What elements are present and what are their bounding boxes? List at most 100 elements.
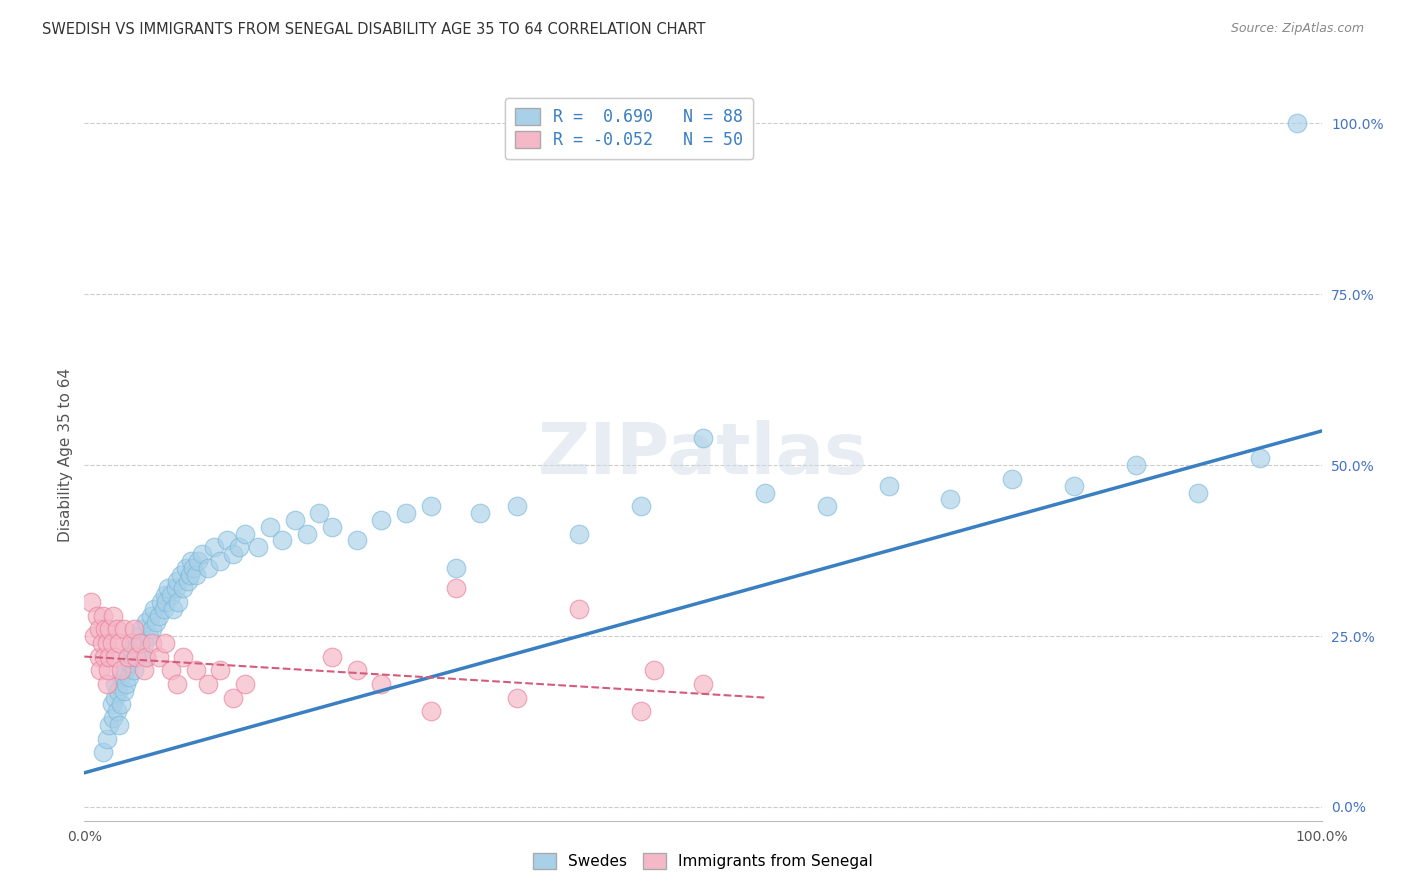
Point: [128, 629, 150, 643]
Point: [104, 677, 127, 691]
Point: [129, 622, 152, 636]
Point: [308, 506, 330, 520]
Point: [179, 567, 201, 582]
Point: [259, 519, 281, 533]
Point: [112, 622, 135, 636]
Point: [643, 663, 665, 677]
Point: [172, 581, 194, 595]
Point: [132, 663, 155, 677]
Point: [346, 533, 368, 548]
Point: [129, 642, 152, 657]
Point: [506, 499, 529, 513]
Point: [170, 567, 193, 582]
Point: [246, 540, 269, 554]
Point: [346, 663, 368, 677]
Point: [125, 649, 148, 664]
Point: [295, 526, 318, 541]
Point: [321, 519, 343, 533]
Point: [160, 588, 183, 602]
Point: [138, 629, 160, 643]
Point: [444, 560, 467, 574]
Point: [754, 485, 776, 500]
Point: [142, 601, 165, 615]
Point: [90, 636, 112, 650]
Point: [395, 506, 418, 520]
Point: [104, 649, 127, 664]
Point: [114, 663, 136, 677]
Point: [117, 649, 139, 664]
Point: [160, 663, 183, 677]
Point: [132, 636, 155, 650]
Point: [233, 526, 256, 541]
Point: [101, 608, 124, 623]
Point: [148, 608, 170, 623]
Point: [222, 690, 245, 705]
Point: [162, 601, 184, 615]
Point: [228, 540, 250, 554]
Point: [98, 622, 121, 636]
Point: [215, 533, 238, 548]
Point: [110, 670, 132, 684]
Point: [141, 622, 163, 636]
Point: [83, 629, 105, 643]
Point: [630, 704, 652, 718]
Point: [97, 663, 120, 677]
Point: [1285, 116, 1308, 130]
Point: [89, 649, 111, 664]
Point: [939, 492, 962, 507]
Legend: Swedes, Immigrants from Senegal: Swedes, Immigrants from Senegal: [527, 847, 879, 875]
Point: [152, 601, 174, 615]
Text: SWEDISH VS IMMIGRANTS FROM SENEGAL DISABILITY AGE 35 TO 64 CORRELATION CHART: SWEDISH VS IMMIGRANTS FROM SENEGAL DISAB…: [42, 22, 706, 37]
Point: [233, 677, 256, 691]
Point: [1249, 451, 1271, 466]
Point: [470, 506, 492, 520]
Point: [94, 622, 117, 636]
Point: [79, 595, 101, 609]
Point: [167, 595, 190, 609]
Point: [187, 554, 209, 568]
Point: [96, 731, 118, 746]
Point: [145, 615, 167, 630]
Point: [91, 745, 114, 759]
Point: [153, 636, 176, 650]
Point: [166, 677, 188, 691]
Point: [107, 683, 129, 698]
Point: [419, 499, 441, 513]
Point: [135, 649, 157, 664]
Point: [202, 540, 225, 554]
Point: [120, 657, 142, 671]
Point: [155, 595, 177, 609]
Point: [96, 677, 118, 691]
Point: [209, 554, 232, 568]
Point: [135, 615, 157, 630]
Text: Source: ZipAtlas.com: Source: ZipAtlas.com: [1230, 22, 1364, 36]
Point: [177, 574, 200, 589]
Point: [284, 513, 307, 527]
Point: [444, 581, 467, 595]
Point: [1063, 478, 1085, 492]
Point: [100, 698, 122, 712]
Point: [815, 499, 838, 513]
Point: [98, 649, 121, 664]
Point: [157, 581, 180, 595]
Point: [692, 677, 714, 691]
Point: [153, 588, 176, 602]
Point: [419, 704, 441, 718]
Point: [877, 478, 900, 492]
Point: [135, 649, 157, 664]
Point: [370, 513, 392, 527]
Legend: R =  0.690   N = 88, R = -0.052   N = 50: R = 0.690 N = 88, R = -0.052 N = 50: [505, 97, 754, 159]
Point: [93, 649, 115, 664]
Point: [120, 636, 142, 650]
Y-axis label: Disability Age 35 to 64: Disability Age 35 to 64: [58, 368, 73, 542]
Point: [129, 636, 152, 650]
Point: [165, 581, 187, 595]
Point: [150, 595, 173, 609]
Point: [184, 567, 207, 582]
Point: [112, 683, 135, 698]
Point: [197, 677, 219, 691]
Point: [89, 663, 111, 677]
Point: [105, 622, 128, 636]
Point: [96, 636, 118, 650]
Point: [148, 649, 170, 664]
